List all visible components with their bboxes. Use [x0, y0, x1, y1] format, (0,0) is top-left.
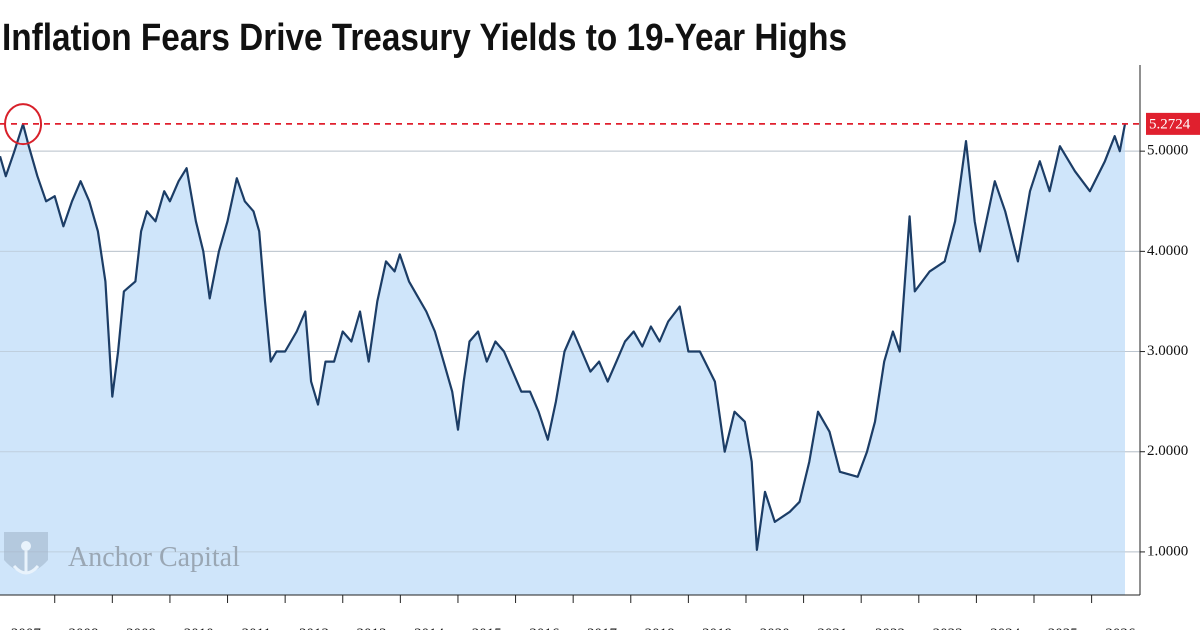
x-tick-label: 2017	[587, 626, 618, 630]
x-tick-label: 2016	[529, 626, 560, 630]
x-tick-label: 2024	[990, 626, 1021, 630]
x-tick-label: 2009	[126, 626, 156, 630]
area-fill	[0, 123, 1125, 596]
plot-area: 5.2724 1.0000 2.0000 3.0000 4.0000 5.0000 2007…	[0, 65, 1200, 630]
x-tick-label: 2012	[299, 626, 329, 630]
x-tick-label: 2014	[414, 626, 445, 630]
x-tick-label: 2015	[472, 626, 502, 630]
x-tick-label: 2013	[357, 626, 387, 630]
chart-title: Inflation Fears Drive Treasury Yields to…	[2, 17, 847, 59]
watermark-logo	[4, 532, 48, 575]
x-tick-label: 2025	[1048, 626, 1078, 630]
y-tick-label: 5.0000	[1147, 143, 1188, 159]
y-tick-label: 3.0000	[1147, 343, 1188, 359]
x-tick-label: 2008	[69, 626, 99, 630]
y-tick-label: 1.0000	[1147, 543, 1188, 559]
reference-label: 5.2724	[1149, 116, 1191, 132]
x-tick-label: 2010	[184, 626, 214, 630]
x-tick-label: 2018	[645, 626, 675, 630]
y-tick-label: 4.0000	[1147, 243, 1188, 259]
y-tick-label: 2.0000	[1147, 443, 1188, 459]
x-tick-label: 2026	[1105, 626, 1136, 630]
x-tick-label: 2023	[933, 626, 963, 630]
peak-highlight	[4, 103, 43, 146]
reference-label-box	[1146, 112, 1200, 135]
x-tick-label: 2007	[11, 626, 42, 630]
x-tick-label: 2020	[760, 626, 790, 630]
line	[0, 123, 1127, 551]
x-tick-label: 2022	[875, 626, 905, 630]
x-tick-label: 2011	[242, 626, 271, 630]
x-tick-label: 2021	[817, 626, 847, 630]
x-tick-label: 2019	[702, 626, 732, 630]
watermark: Anchor Capital	[68, 542, 240, 573]
